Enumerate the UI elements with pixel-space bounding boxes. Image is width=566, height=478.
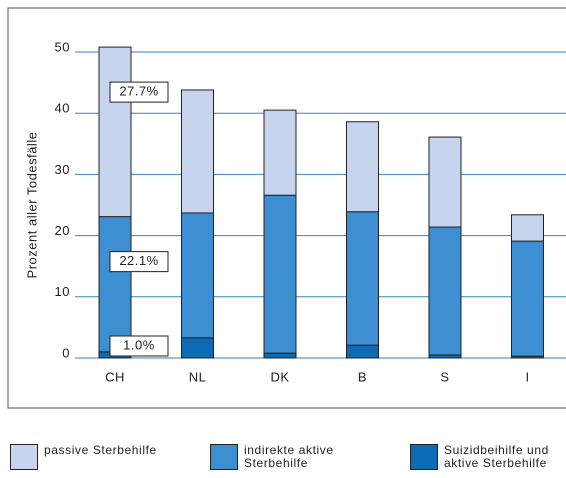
value-label: 27.7%	[119, 84, 158, 99]
legend-item: indirekte aktive Sterbehilfe	[210, 444, 379, 470]
y-tick-label: 30	[55, 162, 70, 177]
bar-segment	[346, 211, 379, 346]
value-label-box	[109, 251, 169, 273]
bar-segment	[346, 121, 379, 213]
value-label-box	[109, 335, 169, 357]
y-tick-label: 0	[62, 345, 70, 360]
x-tick-label: S	[440, 369, 449, 384]
y-tick-label: 40	[55, 101, 70, 116]
y-tick-label: 50	[55, 39, 70, 54]
x-tick-label: DK	[270, 369, 289, 384]
legend-label: Suizidbeihilfe und aktive Sterbehilfe	[444, 443, 549, 470]
y-tick-label: 10	[55, 284, 70, 299]
bar-segment	[263, 352, 297, 359]
bar-segment	[428, 136, 462, 228]
bar-segment	[181, 89, 214, 214]
y-tick-label: 20	[55, 223, 70, 238]
x-tick-label: B	[358, 369, 367, 384]
bar-segment	[98, 216, 132, 353]
legend-label: passive Sterbehilfe	[44, 443, 157, 457]
bar-segment	[181, 337, 214, 359]
x-tick-label: I	[525, 369, 529, 384]
y-axis-label: Prozent aller Todesfälle	[24, 132, 39, 279]
legend-item: Suizidbeihilfe und aktive Sterbehilfe	[410, 444, 566, 470]
bar-segment	[181, 212, 214, 339]
bar-segment	[98, 46, 132, 218]
legend-label: indirekte aktive Sterbehilfe	[244, 443, 334, 470]
chart: Prozent aller Todesfälle 0 10 20 30 40 50 CH NL…	[7, 7, 566, 409]
bar-segment	[263, 109, 297, 196]
chart-frame	[7, 7, 566, 409]
bar-segment	[263, 194, 297, 354]
value-label-box	[109, 81, 169, 103]
legend: passive Sterbehilfe indirekte aktive Ster…	[0, 440, 566, 478]
bar-segment	[346, 344, 379, 359]
x-tick-label: NL	[189, 369, 207, 384]
bar-segment	[511, 214, 544, 242]
value-label: 1.0%	[123, 337, 155, 352]
x-tick-label: CH	[105, 369, 125, 384]
legend-swatch	[10, 444, 38, 470]
bar-segment	[511, 240, 544, 357]
legend-item: passive Sterbehilfe	[10, 444, 179, 470]
legend-swatch	[410, 444, 438, 470]
bar-segment	[428, 226, 462, 356]
legend-swatch	[210, 444, 238, 470]
value-label: 22.1%	[119, 253, 158, 268]
